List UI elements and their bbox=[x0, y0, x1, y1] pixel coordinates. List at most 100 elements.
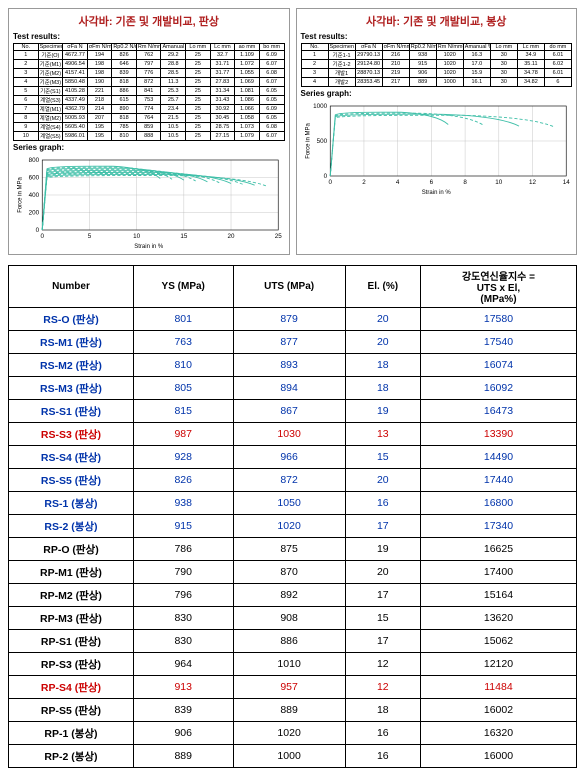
mini-cell: 1.081 bbox=[235, 87, 260, 96]
mini-cell: 889 bbox=[409, 78, 436, 87]
mini-cell: 기준(M1) bbox=[38, 60, 63, 69]
main-cell: 830 bbox=[133, 630, 233, 653]
mini-cell: 29.2 bbox=[161, 51, 186, 60]
main-cell: 11484 bbox=[420, 676, 576, 699]
mini-table-right: No.Specimen IDσFa NσFm N/mm²Rp0.2 N/mm²R… bbox=[301, 43, 573, 87]
main-cell: 938 bbox=[133, 492, 233, 515]
mini-header: No. bbox=[301, 44, 328, 51]
mini-cell: 10.5 bbox=[161, 132, 186, 141]
mini-cell: 1020 bbox=[436, 69, 463, 78]
panel-right-title: 사각바: 기존 및 개발비교, 봉상 bbox=[301, 13, 573, 29]
top-panels: 사각바: 기존 및 개발비교, 판상 Test results: No.Spec… bbox=[8, 8, 577, 255]
mini-cell: 818 bbox=[112, 114, 137, 123]
svg-text:6: 6 bbox=[429, 179, 433, 186]
mini-cell: 841 bbox=[136, 87, 161, 96]
main-cell: 12120 bbox=[420, 653, 576, 676]
mini-header: Amanual % bbox=[463, 44, 490, 51]
chart-right: 0246810121405001000Force in MPa bbox=[301, 100, 573, 190]
mini-cell: 207 bbox=[87, 114, 112, 123]
mini-cell: 5850.48 bbox=[63, 78, 88, 87]
main-cell: RP-S5 (판상) bbox=[9, 699, 134, 722]
main-header: UTS (MPa) bbox=[233, 266, 345, 308]
main-cell: 20 bbox=[345, 561, 420, 584]
panel-left-title: 사각바: 기존 및 개발비교, 판상 bbox=[13, 13, 285, 29]
svg-text:4: 4 bbox=[395, 179, 399, 186]
mini-cell: 6.09 bbox=[259, 51, 284, 60]
mini-row: 3개발128870.13219906102015.93034.786.01 bbox=[301, 69, 572, 78]
mini-cell: 6.07 bbox=[259, 60, 284, 69]
mini-cell: 5605.40 bbox=[63, 123, 88, 132]
mini-row: 6계열(S3)4337.4921861575325.72531.431.0866… bbox=[14, 96, 285, 105]
main-cell: 928 bbox=[133, 446, 233, 469]
main-cell: 957 bbox=[233, 676, 345, 699]
mini-header: Lc mm bbox=[210, 44, 235, 51]
mini-cell: 615 bbox=[112, 96, 137, 105]
mini-cell: 계열(S5) bbox=[38, 132, 63, 141]
mini-header: ao mm bbox=[235, 44, 260, 51]
mini-cell: 6.01 bbox=[544, 69, 571, 78]
main-row: RS-M1 (판상)7638772017540 bbox=[9, 331, 577, 354]
mini-cell: 915 bbox=[409, 60, 436, 69]
main-cell: 17540 bbox=[420, 331, 576, 354]
main-cell: 1020 bbox=[233, 515, 345, 538]
mini-cell: 1000 bbox=[436, 78, 463, 87]
svg-text:12: 12 bbox=[529, 179, 537, 186]
mini-header: Rp0.2 N/mm² bbox=[112, 44, 137, 51]
svg-text:10: 10 bbox=[495, 179, 503, 186]
mini-cell: 25 bbox=[186, 132, 211, 141]
main-cell: 17 bbox=[345, 515, 420, 538]
mini-cell: 888 bbox=[136, 132, 161, 141]
main-cell: 867 bbox=[233, 400, 345, 423]
main-cell: RS-S3 (판상) bbox=[9, 423, 134, 446]
mini-cell: 27.15 bbox=[210, 132, 235, 141]
mini-cell: 30 bbox=[490, 60, 517, 69]
mini-cell: 810 bbox=[112, 132, 137, 141]
main-cell: 964 bbox=[133, 653, 233, 676]
mini-row: 1기준1-129790.13216938102016.33034.96.01 bbox=[301, 51, 572, 60]
mini-cell: 6.02 bbox=[544, 60, 571, 69]
main-cell: RS-S5 (판상) bbox=[9, 469, 134, 492]
mini-cell: 25 bbox=[186, 78, 211, 87]
mini-header: σFa N bbox=[355, 44, 382, 51]
main-row: RP-1 (봉상)90610201616320 bbox=[9, 722, 577, 745]
mini-cell: 4105.28 bbox=[63, 87, 88, 96]
mini-cell: 6.05 bbox=[259, 96, 284, 105]
main-cell: 16320 bbox=[420, 722, 576, 745]
svg-text:0: 0 bbox=[36, 227, 40, 234]
main-cell: RS-2 (봉상) bbox=[9, 515, 134, 538]
mini-cell: 886 bbox=[112, 87, 137, 96]
mini-header: σFa N bbox=[63, 44, 88, 51]
mini-row: 8계열(M2)5005.9320781876421.52530.451.0586… bbox=[14, 114, 285, 123]
mini-row: 2기준(M1)4906.5419864679728.82531.711.0726… bbox=[14, 60, 285, 69]
mini-cell: 198 bbox=[87, 60, 112, 69]
panel-left-series-label: Series graph: bbox=[13, 143, 285, 152]
main-cell: RS-S4 (판상) bbox=[9, 446, 134, 469]
main-header: Number bbox=[9, 266, 134, 308]
svg-text:8: 8 bbox=[463, 179, 467, 186]
mini-cell: 34.78 bbox=[517, 69, 544, 78]
mini-cell: 859 bbox=[136, 123, 161, 132]
mini-row: 9계열(S4)5605.4019578585910.52528.751.0736… bbox=[14, 123, 285, 132]
main-cell: 12 bbox=[345, 676, 420, 699]
mini-header: Lo mm bbox=[186, 44, 211, 51]
main-cell: 892 bbox=[233, 584, 345, 607]
mini-cell: 계열(M2) bbox=[38, 114, 63, 123]
main-cell: 18 bbox=[345, 354, 420, 377]
mini-cell: 4906.54 bbox=[63, 60, 88, 69]
main-cell: 16473 bbox=[420, 400, 576, 423]
mini-cell: 기준(M3) bbox=[38, 78, 63, 87]
mini-cell: 839 bbox=[112, 69, 137, 78]
main-cell: 877 bbox=[233, 331, 345, 354]
main-cell: 870 bbox=[233, 561, 345, 584]
mini-cell: 198 bbox=[87, 69, 112, 78]
mini-cell: 6.07 bbox=[259, 78, 284, 87]
mini-cell: 개발1 bbox=[328, 69, 355, 78]
mini-cell: 28.75 bbox=[210, 123, 235, 132]
mini-cell: 194 bbox=[87, 51, 112, 60]
main-row: RS-1 (봉상)93810501616800 bbox=[9, 492, 577, 515]
mini-cell: 214 bbox=[87, 105, 112, 114]
mini-cell: 27.83 bbox=[210, 78, 235, 87]
main-cell: 913 bbox=[133, 676, 233, 699]
mini-cell: 906 bbox=[409, 69, 436, 78]
svg-text:14: 14 bbox=[562, 179, 570, 186]
